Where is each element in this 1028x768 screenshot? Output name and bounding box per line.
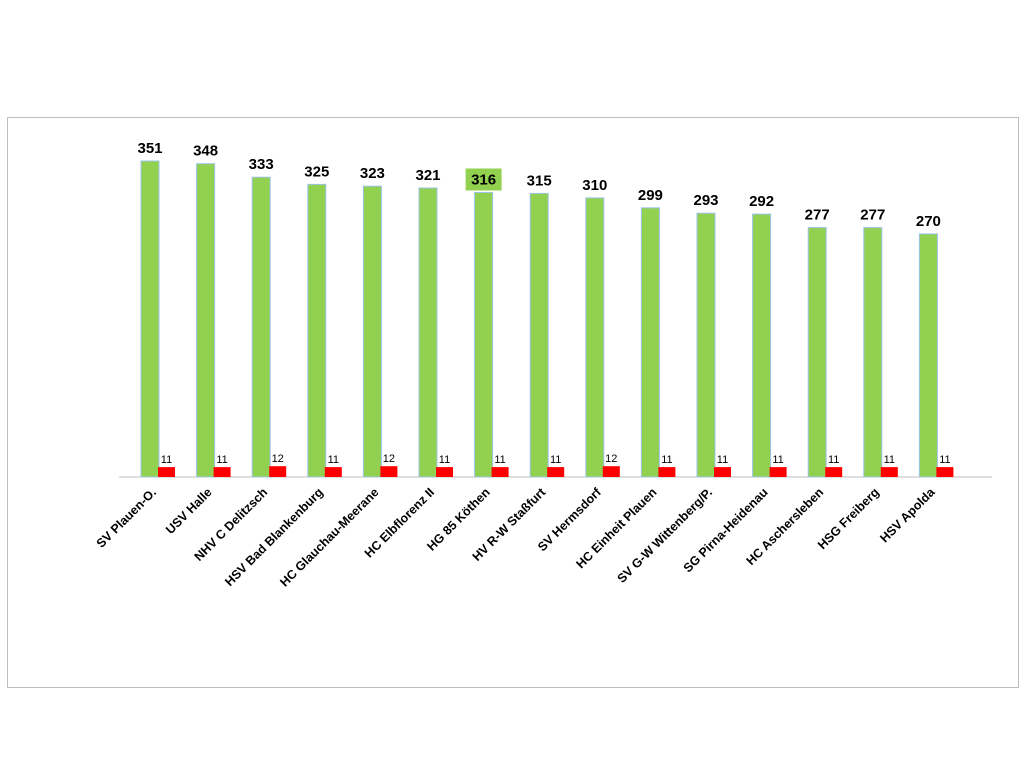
bar-red-13 [880, 467, 898, 477]
value-label-red-0: 11 [161, 454, 172, 466]
value-label-green-6: 316 [471, 172, 496, 189]
chart-frame: 351 11 SV Plauen-O. 348 11 USV Halle 333 12 NHV … [7, 117, 1019, 688]
bar-red-4 [380, 466, 398, 477]
bar-red-11 [769, 467, 787, 477]
bar-green-5 [418, 187, 438, 478]
bar-green-11 [752, 213, 772, 478]
bar-red-10 [714, 467, 731, 477]
bar-green-8 [585, 197, 605, 478]
value-label-red-6: 11 [494, 454, 505, 466]
value-label-green-8: 310 [582, 177, 607, 194]
bar-green-3 [307, 183, 327, 478]
bar-green-4 [362, 185, 382, 478]
bar-red-12 [825, 467, 843, 477]
bar-red-1 [213, 467, 231, 477]
value-label-green-14: 270 [916, 213, 941, 230]
bar-red-3 [324, 467, 342, 477]
value-label-red-5: 11 [439, 454, 450, 466]
value-label-highlight [465, 168, 502, 191]
value-label-red-12: 11 [828, 454, 839, 466]
value-label-red-11: 11 [772, 454, 783, 466]
value-label-green-12: 277 [805, 207, 830, 224]
value-label-red-4: 12 [383, 453, 395, 465]
bar-green-0 [140, 160, 160, 478]
value-label-green-5: 321 [415, 167, 440, 184]
value-label-red-7: 11 [550, 454, 561, 466]
bar-green-1 [196, 163, 216, 478]
value-label-red-8: 12 [605, 453, 617, 465]
bar-red-0 [158, 467, 175, 477]
value-label-green-9: 299 [638, 187, 663, 204]
tick-label-10: SV G-W Wittenberg/P. [615, 485, 716, 586]
bar-red-9 [658, 467, 676, 477]
value-label-green-2: 333 [249, 156, 274, 173]
bar-green-13 [863, 227, 883, 478]
bar-red-7 [547, 467, 565, 477]
bar-green-14 [918, 233, 938, 478]
bar-green-10 [696, 212, 716, 478]
value-label-red-2: 12 [272, 453, 284, 465]
value-label-green-1: 348 [193, 143, 218, 160]
bar-red-2 [269, 466, 287, 477]
value-label-green-3: 325 [304, 163, 329, 180]
value-label-red-1: 11 [216, 454, 227, 466]
bar-red-6 [491, 467, 509, 477]
bar-red-14 [936, 467, 954, 477]
bar-green-7 [529, 192, 549, 478]
bar-red-8 [602, 466, 620, 477]
tick-label-1: USV Halle [163, 485, 215, 537]
bar-green-9 [640, 207, 660, 478]
value-label-green-0: 351 [137, 140, 162, 157]
value-label-red-10: 11 [717, 454, 728, 466]
value-label-red-14: 11 [939, 454, 950, 466]
tick-label-0: SV Plauen-O. [94, 485, 159, 550]
value-label-red-9: 11 [661, 454, 672, 466]
bar-green-6 [474, 192, 494, 478]
tick-label-14: HSV Apolda [877, 484, 938, 545]
bar-red-5 [436, 467, 453, 477]
value-label-red-13: 11 [884, 454, 895, 466]
tick-label-4: HC Glauchau-Meerane [277, 485, 381, 589]
value-label-green-13: 277 [860, 207, 885, 224]
value-label-green-11: 292 [749, 193, 774, 210]
value-label-green-10: 293 [693, 192, 718, 209]
value-label-red-3: 11 [328, 454, 339, 466]
bar-green-2 [251, 176, 271, 478]
value-label-green-4: 323 [360, 165, 385, 182]
value-label-green-7: 315 [527, 172, 552, 189]
tick-label-3: HSV Bad Blankenburg [222, 485, 326, 589]
bar-green-12 [807, 227, 827, 478]
